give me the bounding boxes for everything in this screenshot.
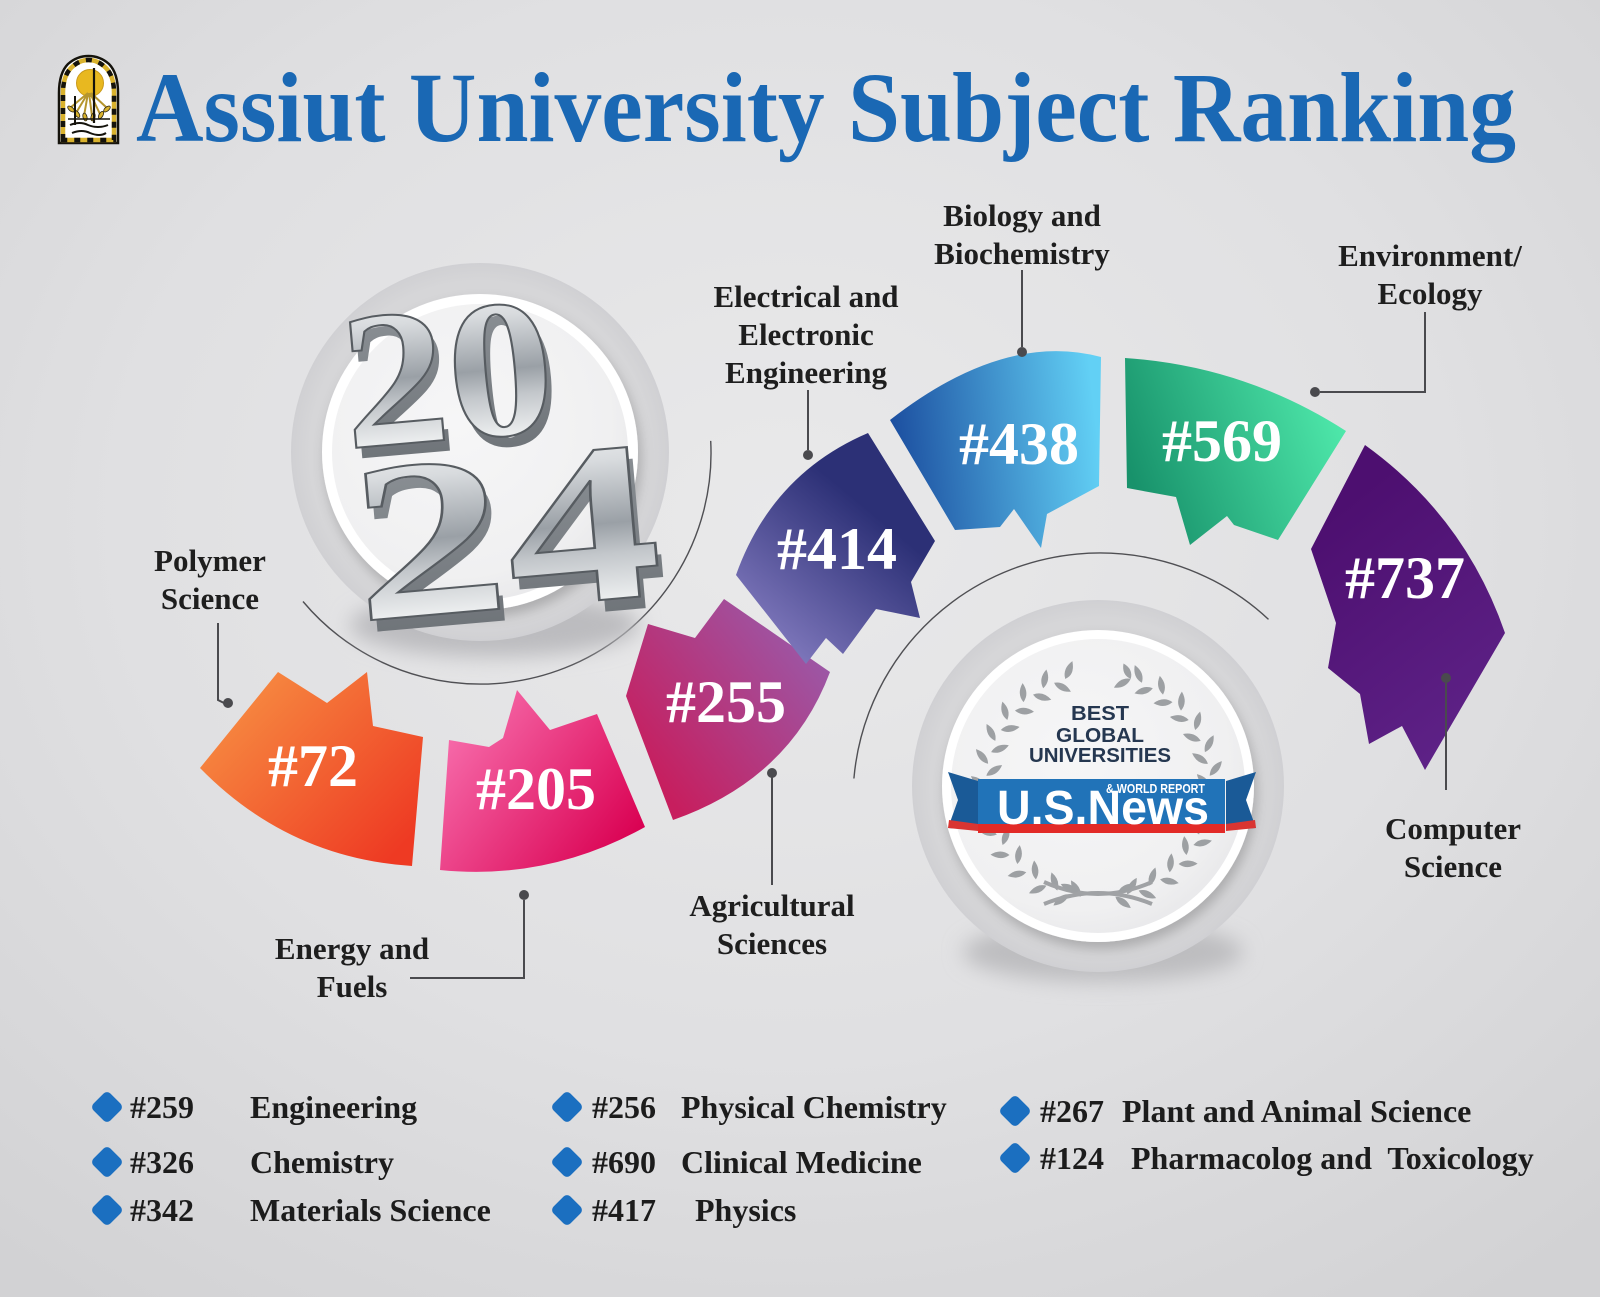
svg-text:Physics: Physics bbox=[695, 1192, 796, 1228]
svg-text:#690: #690 bbox=[592, 1144, 656, 1180]
svg-text:#737: #737 bbox=[1345, 545, 1465, 611]
svg-text:#124: #124 bbox=[1040, 1140, 1104, 1176]
svg-text:#569: #569 bbox=[1162, 408, 1282, 474]
svg-text:Electrical and: Electrical and bbox=[713, 279, 898, 314]
svg-text:Assiut University Subject Rank: Assiut University Subject Ranking bbox=[136, 52, 1516, 163]
svg-text:Polymer: Polymer bbox=[154, 543, 266, 578]
svg-text:UNIVERSITIES: UNIVERSITIES bbox=[1029, 745, 1171, 767]
svg-text:20: 20 bbox=[332, 257, 562, 492]
svg-text:Engineering: Engineering bbox=[725, 355, 887, 390]
svg-text:#417: #417 bbox=[592, 1192, 656, 1228]
svg-text:24: 24 bbox=[341, 393, 670, 671]
svg-text:Electronic: Electronic bbox=[738, 317, 873, 352]
svg-text:20: 20 bbox=[338, 267, 568, 502]
svg-text:#267: #267 bbox=[1040, 1093, 1104, 1129]
svg-text:Physical Chemistry: Physical Chemistry bbox=[681, 1089, 947, 1125]
svg-text:& WORLD REPORT: & WORLD REPORT bbox=[1106, 782, 1205, 796]
svg-text:#342: #342 bbox=[130, 1192, 194, 1228]
svg-text:Science: Science bbox=[161, 581, 259, 616]
svg-text:GLOBAL: GLOBAL bbox=[1056, 725, 1144, 747]
svg-text:Clinical Medicine: Clinical Medicine bbox=[681, 1144, 922, 1180]
svg-text:Biochemistry: Biochemistry bbox=[934, 236, 1110, 271]
svg-text:Agricultural: Agricultural bbox=[689, 888, 855, 923]
svg-text:#259: #259 bbox=[130, 1089, 194, 1125]
svg-text:#326: #326 bbox=[130, 1144, 194, 1180]
svg-text:#205: #205 bbox=[476, 756, 596, 822]
svg-text:#256: #256 bbox=[592, 1089, 656, 1125]
svg-text:Plant and Animal Science: Plant and Animal Science bbox=[1122, 1093, 1471, 1129]
svg-text:Materials Science: Materials Science bbox=[250, 1192, 491, 1228]
svg-text:Computer: Computer bbox=[1385, 811, 1521, 846]
svg-text:24: 24 bbox=[347, 405, 676, 683]
svg-text:Science: Science bbox=[1404, 849, 1502, 884]
svg-text:Ecology: Ecology bbox=[1377, 276, 1483, 311]
svg-text:#72: #72 bbox=[268, 733, 358, 799]
svg-text:Environment/: Environment/ bbox=[1338, 238, 1522, 273]
svg-text:U.S.News: U.S.News bbox=[997, 782, 1209, 835]
svg-text:#438: #438 bbox=[959, 411, 1079, 477]
svg-text:Engineering: Engineering bbox=[250, 1089, 417, 1125]
svg-text:Sciences: Sciences bbox=[717, 926, 827, 961]
svg-text:BEST: BEST bbox=[1071, 703, 1129, 725]
svg-text:Pharmacolog and Toxicology: Pharmacolog and Toxicology bbox=[1131, 1140, 1534, 1176]
svg-text:#255: #255 bbox=[666, 669, 786, 735]
svg-text:Biology and: Biology and bbox=[943, 198, 1101, 233]
svg-text:#414: #414 bbox=[777, 516, 897, 582]
svg-text:Chemistry: Chemistry bbox=[250, 1144, 394, 1180]
svg-text:Energy and: Energy and bbox=[275, 931, 429, 966]
svg-text:Fuels: Fuels bbox=[317, 969, 388, 1004]
